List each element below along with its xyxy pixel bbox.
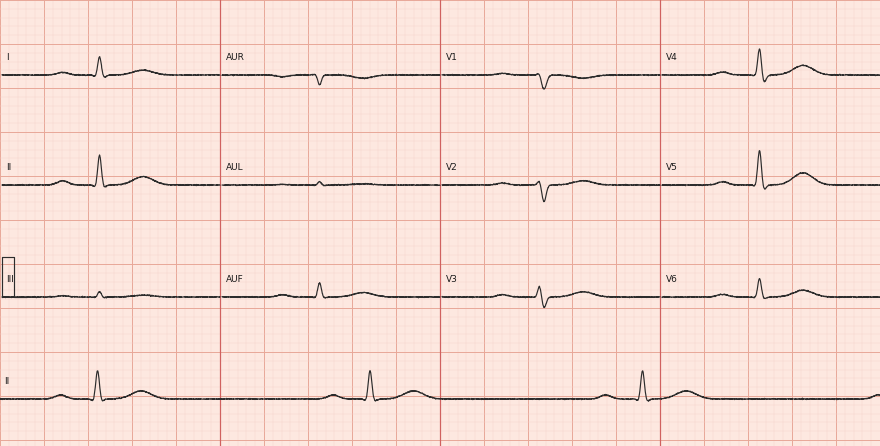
Text: I: I [6, 53, 9, 62]
Text: AUF: AUF [226, 275, 244, 284]
Text: AUR: AUR [226, 53, 245, 62]
Text: V3: V3 [446, 275, 458, 284]
Text: V6: V6 [666, 275, 678, 284]
Text: II: II [6, 163, 11, 172]
Text: V1: V1 [446, 53, 458, 62]
Text: V2: V2 [446, 163, 458, 172]
Text: III: III [6, 275, 14, 284]
Text: V5: V5 [666, 163, 678, 172]
Text: II: II [4, 377, 10, 386]
Text: AUL: AUL [226, 163, 244, 172]
Text: V4: V4 [666, 53, 678, 62]
